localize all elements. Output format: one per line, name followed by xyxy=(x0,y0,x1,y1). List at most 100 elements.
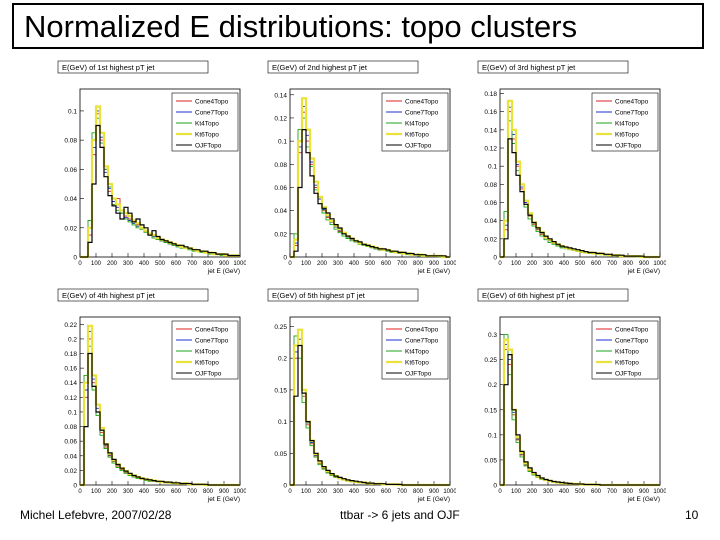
y-tick-label: 0.14 xyxy=(484,127,497,134)
y-tick-label: 0.02 xyxy=(64,468,77,475)
legend-box xyxy=(591,320,659,380)
chart-svg-1st-jet: E(GeV) of 1st highest pT jet 0 0.02 0.04 0.0… xyxy=(57,60,246,275)
x-tick-label: 500 xyxy=(575,261,586,267)
series-line-ojftopo xyxy=(80,124,240,258)
y-tick-label: 0.18 xyxy=(64,351,77,358)
x-tick-label: 700 xyxy=(397,489,408,495)
legend-entry: OJFTopo xyxy=(195,143,222,150)
y-tick-label: 0.15 xyxy=(274,387,287,394)
x-tick-label: 0 xyxy=(288,489,292,495)
x-tick-label: 700 xyxy=(187,261,198,267)
x-tick-label: 800 xyxy=(623,489,634,495)
legend-box xyxy=(591,92,659,152)
legend-entry: OJFTopo xyxy=(405,371,432,378)
x-tick-label: 800 xyxy=(413,489,424,495)
x-tick-label: 0 xyxy=(498,489,502,495)
y-tick-label: 0.2 xyxy=(488,382,497,389)
series-line-ojftopo xyxy=(80,352,240,486)
x-tick-label: 400 xyxy=(559,261,570,267)
chart-panel-3rd-jet: E(GeV) of 3rd highest pT jet 0 0.02 0.04 0.0… xyxy=(472,59,666,278)
page-number: 10 xyxy=(685,508,699,522)
series-line-ojftopo xyxy=(290,344,450,486)
y-tick-label: 0.04 xyxy=(64,453,77,460)
chart-panel-4th-jet: E(GeV) of 4th highest pT jet 0 0.02 0.04 0.0… xyxy=(52,287,246,506)
x-tick-label: 400 xyxy=(139,489,150,495)
y-tick-label: 0.1 xyxy=(68,409,77,416)
x-tick-label: 0 xyxy=(78,261,82,267)
y-tick-label: 0.14 xyxy=(274,92,287,99)
legend-box xyxy=(171,92,239,152)
legend-entry: Cone7Topo xyxy=(615,338,649,345)
x-tick-label: 100 xyxy=(511,261,522,267)
x-tick-label: 500 xyxy=(155,489,166,495)
legend-box xyxy=(171,320,239,380)
y-tick-label: 0.04 xyxy=(274,208,287,215)
y-tick-label: 0.08 xyxy=(64,138,77,145)
y-tick-label: 0.04 xyxy=(64,196,77,203)
chart-panel-5th-jet: E(GeV) of 5th highest pT jet 0 0.05 0.1 0.15… xyxy=(262,287,456,506)
x-tick-label: 1000 xyxy=(233,261,246,267)
y-tick-label: 0 xyxy=(283,255,287,262)
x-tick-label: 200 xyxy=(317,261,328,267)
chart-svg-5th-jet: E(GeV) of 5th highest pT jet 0 0.05 0.1 0.15… xyxy=(267,288,456,503)
y-tick-label: 0.06 xyxy=(274,185,287,192)
legend-entry: Cone4Topo xyxy=(405,99,439,106)
legend-entry: Kt6Topo xyxy=(615,132,639,139)
legend-entry: Kt6Topo xyxy=(405,132,429,139)
slide-title: Normalized E distributions: topo cluster… xyxy=(24,9,578,44)
x-axis-label: jet E (GeV) xyxy=(627,268,660,275)
x-tick-label: 300 xyxy=(543,261,554,267)
chart-title-box xyxy=(57,60,209,74)
y-tick-label: 0.02 xyxy=(484,236,497,243)
chart-title-box xyxy=(267,288,419,302)
legend-entry: Cone7Topo xyxy=(405,110,439,117)
x-tick-label: 300 xyxy=(333,489,344,495)
legend-entry: Cone4Topo xyxy=(195,99,229,106)
legend-entry: Kt6Topo xyxy=(615,360,639,367)
legend-entry: Cone4Topo xyxy=(195,327,229,334)
chart-title: E(GeV) of 5th highest pT jet xyxy=(272,291,366,300)
y-tick-label: 0.06 xyxy=(64,439,77,446)
y-tick-label: 0.04 xyxy=(484,218,497,225)
y-tick-label: 0.06 xyxy=(484,200,497,207)
y-tick-label: 0.22 xyxy=(64,322,77,329)
x-tick-label: 900 xyxy=(639,261,650,267)
x-tick-label: 900 xyxy=(639,489,650,495)
footer-subtitle: ttbar -> 6 jets and OJF xyxy=(340,508,460,522)
y-tick-label: 0.16 xyxy=(484,109,497,116)
y-tick-label: 0.25 xyxy=(274,324,287,331)
y-tick-label: 0.2 xyxy=(68,336,77,343)
x-tick-label: 900 xyxy=(219,489,230,495)
x-tick-label: 500 xyxy=(365,261,376,267)
legend-entry: Cone4Topo xyxy=(615,327,649,334)
x-tick-label: 100 xyxy=(511,489,522,495)
legend-entry: Kt4Topo xyxy=(195,349,219,356)
x-tick-label: 900 xyxy=(429,489,440,495)
x-tick-label: 200 xyxy=(107,489,118,495)
legend-entry: Cone4Topo xyxy=(615,99,649,106)
y-tick-label: 0 xyxy=(493,255,497,262)
y-tick-label: 0.1 xyxy=(278,139,287,146)
x-tick-label: 200 xyxy=(317,489,328,495)
legend-entry: Kt6Topo xyxy=(405,360,429,367)
series-line-ojftopo xyxy=(500,354,660,486)
chart-svg-6th-jet: E(GeV) of 6th highest pT jet 0 0.05 0.1 0.15… xyxy=(477,288,666,503)
x-tick-label: 200 xyxy=(527,489,538,495)
x-tick-label: 100 xyxy=(301,261,312,267)
y-tick-label: 0.1 xyxy=(488,432,497,439)
y-tick-label: 0.12 xyxy=(274,115,287,122)
series-line-ojftopo xyxy=(290,129,450,258)
chart-title-box xyxy=(477,288,629,302)
x-tick-label: 1000 xyxy=(233,489,246,495)
x-tick-label: 200 xyxy=(107,261,118,267)
legend-entry: Kt6Topo xyxy=(195,360,219,367)
y-tick-label: 0.2 xyxy=(278,356,287,363)
y-tick-label: 0.05 xyxy=(274,451,287,458)
y-tick-label: 0.12 xyxy=(64,395,77,402)
x-axis-label: jet E (GeV) xyxy=(417,496,450,503)
legend-entry: Cone7Topo xyxy=(195,338,229,345)
legend-entry: Kt4Topo xyxy=(615,121,639,128)
x-tick-label: 400 xyxy=(349,261,360,267)
x-tick-label: 500 xyxy=(575,489,586,495)
chart-title: E(GeV) of 3rd highest pT jet xyxy=(482,63,576,72)
